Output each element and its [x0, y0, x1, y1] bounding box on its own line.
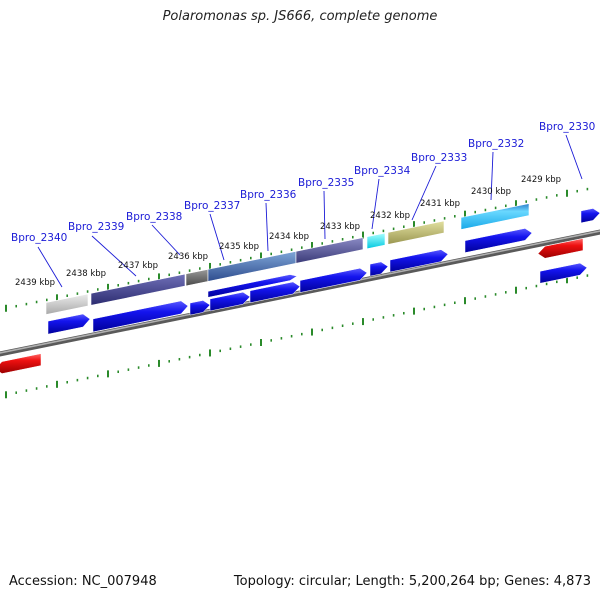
kbp-labels: 2439 kbp 2438 kbp 2437 kbp 2436 kbp 2435… [15, 175, 561, 288]
kbp-label: 2432 kbp [370, 211, 410, 221]
reverse-gene-arrow [537, 238, 584, 259]
feature-box [90, 273, 186, 306]
forward-gene-arrow [299, 267, 368, 293]
forward-gene-arrow [369, 261, 389, 277]
gene-label[interactable]: Bpro_2333 [411, 152, 467, 164]
leader-line [565, 134, 583, 180]
gene-label[interactable]: Bpro_2335 [298, 177, 354, 189]
feature-track [45, 203, 530, 315]
feature-box [45, 293, 89, 315]
gene-label[interactable]: Bpro_2338 [126, 211, 182, 223]
feature-box [295, 237, 364, 264]
leader-line [323, 190, 326, 240]
gene-label[interactable]: Bpro_2340 [11, 232, 67, 244]
forward-gene-arrow [92, 300, 189, 333]
forward-gene-arrow [249, 281, 301, 304]
genome-summary-text: Topology: circular; Length: 5,200,264 bp… [233, 574, 591, 589]
kbp-label: 2433 kbp [320, 222, 360, 232]
leader-line [265, 202, 269, 252]
leader-line [91, 235, 137, 277]
leader-line [490, 151, 494, 201]
gene-track [0, 208, 600, 374]
gene-labels: Bpro_2340 Bpro_2339 Bpro_2338 Bpro_2337 … [11, 121, 595, 244]
kbp-label: 2438 kbp [66, 269, 106, 279]
forward-gene-arrow [47, 313, 91, 335]
feature-box [366, 232, 386, 250]
leader-line [209, 213, 225, 261]
gene-label[interactable]: Bpro_2334 [354, 165, 411, 177]
forward-gene-arrow [189, 300, 211, 316]
leader-line [37, 246, 63, 288]
accession-text: Accession: NC_007948 [9, 574, 157, 589]
kbp-label: 2439 kbp [15, 278, 55, 288]
gene-label[interactable]: Bpro_2330 [539, 121, 595, 133]
gene-label[interactable]: Bpro_2337 [184, 200, 240, 212]
kbp-label: 2429 kbp [521, 175, 561, 185]
gene-label[interactable]: Bpro_2339 [68, 221, 124, 233]
gene-label-leaders [37, 134, 583, 288]
forward-gene-arrow [207, 274, 298, 298]
kbp-label: 2430 kbp [471, 187, 511, 197]
reverse-gene-arrow [0, 353, 42, 374]
leader-line [371, 178, 380, 230]
forward-gene-arrow [539, 262, 588, 284]
genome-title: Polaromonas sp. JS666, complete genome [162, 9, 438, 24]
kbp-label: 2431 kbp [420, 199, 460, 209]
kbp-label: 2436 kbp [168, 252, 208, 262]
gene-label[interactable]: Bpro_2332 [468, 138, 524, 150]
kbp-label: 2437 kbp [118, 261, 158, 271]
tick-row-lower [5, 274, 589, 399]
leader-line [151, 224, 181, 256]
forward-gene-arrow [464, 228, 533, 253]
forward-gene-arrow [389, 249, 449, 273]
kbp-label: 2435 kbp [219, 242, 259, 252]
forward-gene-arrow [580, 208, 600, 224]
feature-box [460, 203, 530, 230]
feature-box [387, 220, 445, 245]
gene-label[interactable]: Bpro_2336 [240, 189, 297, 201]
forward-gene-arrow [209, 291, 251, 312]
kbp-label: 2434 kbp [269, 232, 309, 242]
leader-line [411, 165, 437, 221]
